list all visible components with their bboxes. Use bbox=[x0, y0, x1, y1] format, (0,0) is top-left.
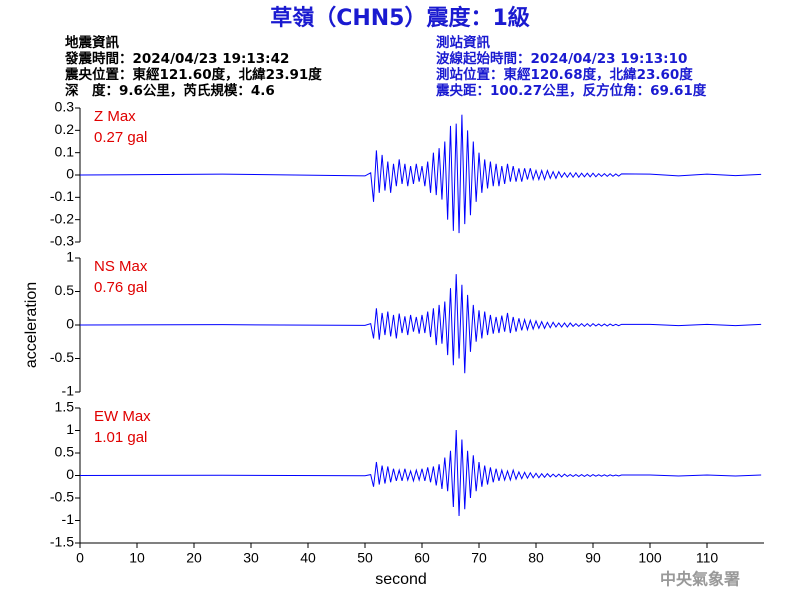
header-line: 震央距：100.27公里，反方位角：69.61度 bbox=[435, 82, 707, 99]
x-tick-label: 10 bbox=[129, 550, 145, 566]
header-line: 深 度：9.6公里，芮氏規模：4.6 bbox=[65, 82, 275, 99]
footer: 中央氣象署 bbox=[660, 570, 740, 589]
y-tick-label: 0 bbox=[66, 316, 74, 332]
y-tick-label: 1.5 bbox=[55, 399, 75, 415]
y-tick-label: 0 bbox=[66, 166, 74, 182]
y-tick-label: -0.5 bbox=[50, 489, 74, 505]
x-tick-label: 100 bbox=[638, 550, 662, 566]
header-line: 測站資訊 bbox=[436, 34, 490, 51]
x-axis-label: second bbox=[375, 571, 427, 588]
waveform bbox=[79, 430, 762, 517]
x-tick-label: 0 bbox=[76, 550, 84, 566]
y-axis-label: acceleration bbox=[23, 282, 40, 368]
header-line: 發震時間：2024/04/23 19:13:42 bbox=[64, 50, 289, 67]
y-tick-label: -1 bbox=[62, 511, 75, 527]
x-tick-label: 110 bbox=[696, 550, 719, 566]
panel-annotation: 1.01 gal bbox=[94, 429, 147, 446]
y-tick-label: 1 bbox=[66, 249, 74, 265]
x-tick-label: 80 bbox=[528, 550, 544, 566]
y-tick-label: 0.3 bbox=[55, 99, 75, 115]
y-tick-label: -1 bbox=[62, 383, 75, 399]
header-line: 波線起始時間：2024/04/23 19:13:10 bbox=[436, 50, 687, 67]
x-tick-label: 90 bbox=[585, 550, 601, 566]
y-tick-label: -0.1 bbox=[50, 188, 74, 204]
y-tick-label: 1 bbox=[66, 421, 74, 437]
header-line: 地震資訊 bbox=[65, 34, 119, 51]
x-tick-label: 20 bbox=[186, 550, 202, 566]
y-tick-label: 0.5 bbox=[55, 282, 75, 298]
panel-label: Z Max bbox=[94, 108, 136, 125]
waveform bbox=[79, 114, 762, 234]
header-line: 震央位置：東經121.60度，北緯23.91度 bbox=[64, 66, 322, 83]
y-tick-label: 0.1 bbox=[55, 143, 75, 159]
panel-label: NS Max bbox=[94, 258, 148, 275]
x-tick-label: 70 bbox=[471, 550, 487, 566]
x-tick-label: 60 bbox=[414, 550, 430, 566]
x-tick-label: 30 bbox=[243, 550, 259, 566]
y-tick-label: -0.3 bbox=[50, 233, 74, 249]
x-tick-label: 40 bbox=[300, 550, 316, 566]
panel-label: EW Max bbox=[94, 408, 151, 425]
waveform bbox=[79, 274, 762, 374]
y-tick-label: -0.5 bbox=[50, 349, 74, 365]
header-line: 測站位置：東經120.68度，北緯23.60度 bbox=[436, 66, 693, 83]
y-tick-label: 0 bbox=[66, 466, 74, 482]
x-tick-label: 50 bbox=[357, 550, 373, 566]
y-tick-label: 0.5 bbox=[55, 444, 75, 460]
y-tick-label: -0.2 bbox=[50, 210, 74, 226]
panel-annotation: 0.76 gal bbox=[94, 279, 147, 296]
panel-annotation: 0.27 gal bbox=[94, 129, 147, 146]
y-tick-label: -1.5 bbox=[50, 534, 74, 550]
y-tick-label: 0.2 bbox=[55, 121, 75, 137]
chart-title: 草嶺（CHN5）震度：1級 bbox=[270, 5, 530, 31]
